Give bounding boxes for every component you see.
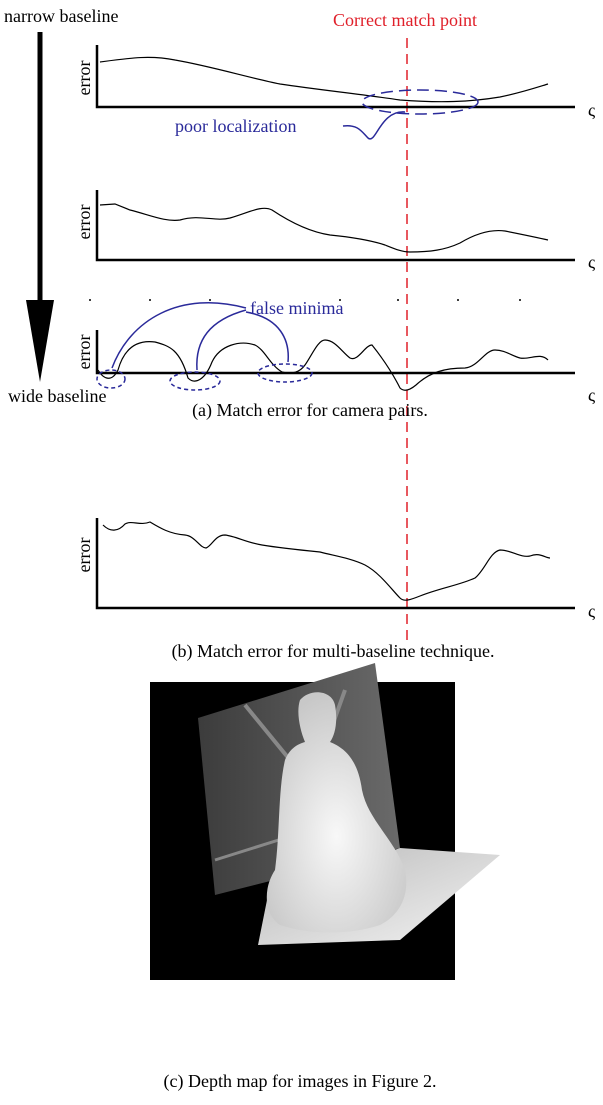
highlight-ellipse <box>362 90 478 114</box>
y-label: error <box>74 205 94 240</box>
plot: error ς poor localization <box>74 45 595 139</box>
x-label: ς <box>588 385 595 405</box>
arrow-top-label: narrow baseline <box>4 6 118 26</box>
y-label: error <box>74 538 94 573</box>
caption: (b) Match error for multi-baseline techn… <box>172 641 495 662</box>
arrow-head <box>26 300 54 382</box>
figure: narrow baseline wide baseline Correct ma… <box>0 0 603 1105</box>
plot: error ς <box>74 518 595 621</box>
annotation-leader <box>112 303 246 368</box>
annotation-leader <box>343 112 405 139</box>
annotation: false minima <box>250 298 343 318</box>
error-curve <box>103 522 550 600</box>
match-line-label: Correct match point <box>333 10 477 30</box>
y-label: error <box>74 335 94 370</box>
error-curve <box>100 57 548 101</box>
axes <box>97 190 575 260</box>
x-label: ς <box>588 100 595 120</box>
error-curve <box>98 340 548 390</box>
x-label: ς <box>588 601 595 621</box>
y-label: error <box>74 61 94 96</box>
plot: error ς false minima <box>74 298 595 405</box>
axes <box>97 45 575 107</box>
caption: (c) Depth map for images in Figure 2. <box>164 1071 437 1092</box>
error-curve <box>100 204 548 252</box>
depth-map-image <box>150 663 500 980</box>
x-label: ς <box>588 252 595 272</box>
annotation-leader <box>197 310 246 370</box>
annotation-leader <box>246 312 288 362</box>
caption: (a) Match error for camera pairs. <box>192 400 428 421</box>
annotation: poor localization <box>175 116 296 136</box>
arrow-bottom-label: wide baseline <box>8 386 106 406</box>
plot: error ς <box>74 190 595 272</box>
